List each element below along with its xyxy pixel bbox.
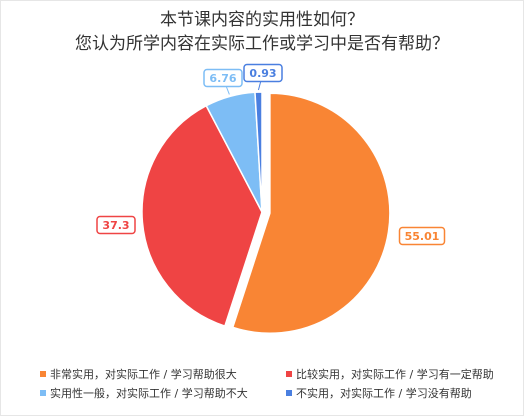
pie-slice-2[interactable]: [141, 104, 263, 327]
data-label-box-3: [203, 68, 243, 88]
legend-swatch-4: [286, 390, 292, 396]
legend-item-4[interactable]: 不实用，对实际工作 / 学习没有帮助: [286, 386, 472, 400]
data-label-box-1: [398, 226, 446, 246]
legend-swatch-2: [286, 371, 292, 377]
legend-label-4: 不实用，对实际工作 / 学习没有帮助: [296, 386, 472, 400]
chart-title-line-2: 您认为所学内容在实际工作或学习中是否有帮助？: [75, 34, 449, 54]
legend-label-3: 实用性一般，对实际工作 / 学习帮助不大: [50, 386, 248, 400]
legend-swatch-3: [40, 390, 46, 396]
data-label-4: 0.93: [249, 67, 276, 80]
data-label-box-4: [243, 63, 283, 83]
data-label-1: 55.01: [405, 230, 440, 243]
pie-slice-1[interactable]: [231, 92, 391, 334]
legend-item-3[interactable]: 实用性一般，对实际工作 / 学习帮助不大: [40, 386, 248, 400]
legend-label-2: 比较实用，对实际工作 / 学习有一定帮助: [296, 367, 494, 381]
legend-swatch-1: [40, 371, 46, 377]
legend-label-1: 非常实用，对实际工作 / 学习帮助很大: [50, 367, 237, 381]
pie-slice-4[interactable]: [254, 91, 263, 213]
chart-title-line-1: 本节课内容的实用性如何？: [160, 10, 364, 30]
data-label-box-2: [96, 215, 136, 235]
data-label-3: 6.76: [209, 72, 236, 85]
legend-item-2[interactable]: 比较实用，对实际工作 / 学习有一定帮助: [286, 367, 494, 381]
data-label-2: 37.3: [102, 219, 129, 232]
legend-item-1[interactable]: 非常实用，对实际工作 / 学习帮助很大: [40, 367, 237, 381]
